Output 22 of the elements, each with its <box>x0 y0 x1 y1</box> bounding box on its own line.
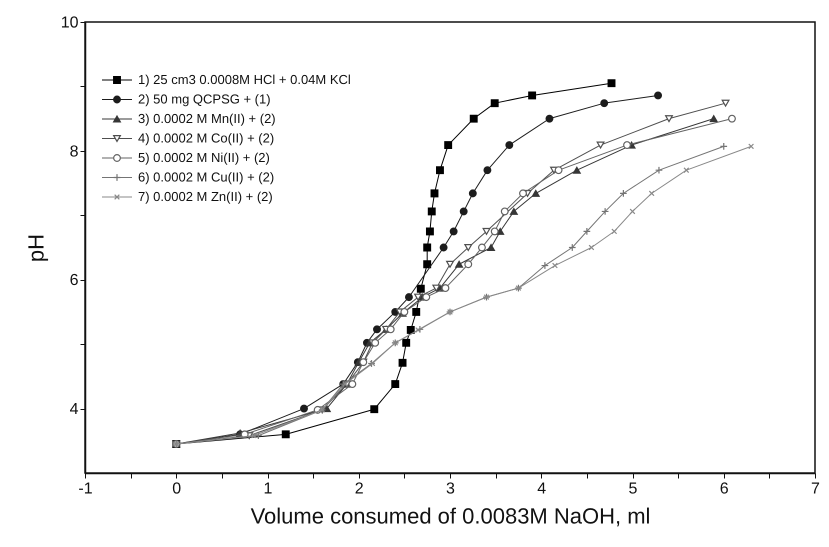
legend-label: 6) 0.0002 M Cu(II) + (2) <box>138 170 274 184</box>
x-tick-label: 0 <box>172 480 182 498</box>
x-tick-label: 5 <box>628 480 638 498</box>
legend-label: 3) 0.0002 M Mn(II) + (2) <box>138 111 276 126</box>
x-tick-label: 6 <box>720 480 729 498</box>
x-tick-label: 1 <box>264 480 273 498</box>
legend-label: 7) 0.0002 M Zn(II) + (2) <box>138 189 273 204</box>
legend-label: 2) 50 mg QCPSG + (1) <box>138 92 271 106</box>
y-axis-title: pH <box>24 234 49 262</box>
legend-label: 5) 0.0002 M Ni(II) + (2) <box>138 150 270 165</box>
legend-label: 1) 25 cm3 0.0008M HCl + 0.04M KCl <box>138 72 351 87</box>
legend-label: 4) 0.0002 M Co(II) + (2) <box>138 130 274 146</box>
x-tick-label: 2 <box>354 480 364 498</box>
x-tick-label: 7 <box>811 480 820 498</box>
x-tick-label: -1 <box>78 480 93 498</box>
y-tick-label: 8 <box>70 143 79 160</box>
x-tick-label: 4 <box>537 480 546 498</box>
x-tick-label: 3 <box>446 480 456 498</box>
y-tick-label: 10 <box>60 14 79 32</box>
x-axis-title: Volume consumed of 0.0083M NaOH, ml <box>250 504 650 528</box>
y-tick-label: 6 <box>70 272 79 290</box>
y-tick-label: 4 <box>70 401 79 418</box>
